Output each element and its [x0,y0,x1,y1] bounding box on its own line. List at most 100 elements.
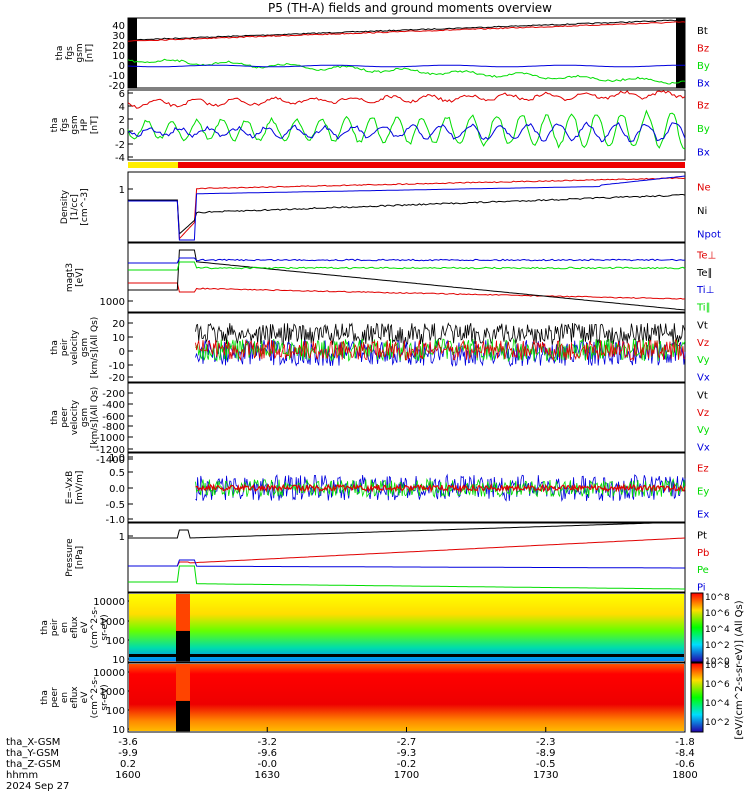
legend-Te∥: Te∥ [696,268,713,279]
legend-Te⊥: Te⊥ [696,251,716,262]
series-Ez [195,482,686,494]
bottom-axis-value: 1630 [255,770,280,781]
bottom-axis-value: 1700 [394,770,419,781]
series-Pt [128,521,686,539]
y-label-line: tha [50,410,60,425]
y-tick-label: 30 [112,31,125,42]
series-Ti⊥ [128,257,686,264]
y-label-line: eflux [70,616,80,639]
legend-Vy: Vy [697,355,710,366]
panel-frame [127,312,686,383]
legend-Ne: Ne [697,183,711,194]
legend-Vt: Vt [697,391,708,402]
series-Vt [195,322,686,347]
y-label-line: gsm [70,115,80,134]
panel-temp: 1000 magt3 [eV] Te⊥ Te∥ Ti⊥ Ti∥ [65,242,716,313]
y-tick-label: 100 [106,636,125,647]
y-tick-label: 0.0 [109,484,125,495]
y-tick-label: -1400 [96,455,125,466]
y-label-line: tha [40,690,50,705]
y-tick-label: 1000 [100,617,125,628]
y-label-line: HP [80,118,90,131]
legend-Vy: Vy [697,425,710,436]
y-tick-label: -600 [102,412,125,423]
series-Ne [128,177,686,240]
legend-Ni: Ni [697,206,707,217]
y-label-line: eflux [70,686,80,709]
y-axis-label: E=-VxB [mV/m] [65,471,85,505]
y-axis-label: tha fgs gsm HP [nT] [50,115,100,134]
y-label-line: en [60,622,70,633]
legend-Vx: Vx [697,442,710,453]
y-tick-label: -400 [102,400,125,411]
y-label-line: Pressure [65,538,75,577]
legend-Vz: Vz [697,408,709,419]
bottom-axis-value: -0.6 [675,759,695,770]
y-tick-label: -2 [115,140,125,151]
series-Bx [127,64,685,68]
colorbar-tick: 10^0 [705,657,730,667]
figure-title: P5 (TH-A) fields and ground moments over… [268,1,552,15]
legend-Ey: Ey [697,487,709,498]
series-Npot [128,175,686,241]
bottom-axis-value: -3.6 [118,737,138,748]
y-label-line: tha [55,46,65,61]
colorbar-tick: 10^8 [705,661,730,671]
y-tick-label: 20 [112,319,125,330]
bottom-axis-value: 1600 [115,770,140,781]
legend-Vz: Vz [697,338,709,349]
status-bar-low [128,162,178,168]
y-label-line: (cm^2-s- [90,677,100,719]
legend-Bz: Bz [697,43,709,54]
legend-Vt: Vt [697,321,708,332]
y-tick-label: -4 [115,153,125,164]
panel-efield: 1.0 0.5 0.0 -0.5 -1.0 E=-VxB [mV/m] Ez Ey Ex [65,452,709,526]
colorbar-tick: 10^2 [705,718,730,728]
panel-frame [127,17,686,89]
y-axis-label: Pressure [nPa] [65,538,85,577]
y-label-line: [nPa] [75,546,85,569]
y-tick-label: 40 [112,21,125,32]
y-tick-label: 2 [119,115,125,126]
y-label-line: [cm^-3] [80,188,90,225]
y-tick-label: 0 [119,127,125,138]
legend-Bx: Bx [697,78,710,89]
y-tick-label: 1000 [100,297,125,308]
series-Te⊥ [128,282,686,300]
panel-frame [127,89,686,161]
y-label-line: peer [50,687,60,708]
y-axis-label: magt3 [eV] [65,263,85,292]
y-label-line: [1/cc] [70,194,80,220]
bottom-axis-value: -9.6 [257,748,277,759]
series-By [127,109,686,150]
y-label-line: [eV] [75,268,85,287]
bottom-axis-value: -2.3 [536,737,556,748]
y-tick-label: -1.0 [105,515,125,526]
colorbar-tick: 10^2 [705,641,730,651]
panel-frame [127,171,686,243]
y-label-line: tha [50,340,60,355]
series-Bx [127,121,686,143]
colorbar: 10^810^610^410^210^010^810^610^410^2 [eV/… [690,592,745,740]
y-tick-label: -20 [109,81,125,92]
bottom-axis-value: -0.5 [536,759,556,770]
y-tick-label: -1000 [96,433,125,444]
y-tick-label: 1 [119,532,125,543]
y-label-line: E=-VxB [65,471,75,505]
bottom-axis-value: -3.2 [257,737,277,748]
panel-peirv: 20 10 0 -10-20 tha peir velocity gsm [km/s](All … [50,312,710,384]
y-tick-label: -1200 [96,445,125,456]
bottom-axis-value: 1730 [533,770,558,781]
panel-frame [127,382,686,453]
series-By [127,58,686,85]
legend-Pb: Pb [697,548,709,559]
y-tick-label: 10 [112,655,125,666]
colorbar-tick: 10^6 [705,680,730,690]
y-label-line: peir [50,618,60,636]
panel-peerv: -200-400-600-800-1000-1200-1400 tha peer ve… [50,382,710,466]
bottom-row-label: hhmm [6,770,38,781]
legend-Bt: Bt [697,26,708,37]
colorbar-top [690,592,704,663]
bottom-axis-value: -8.4 [675,748,695,759]
